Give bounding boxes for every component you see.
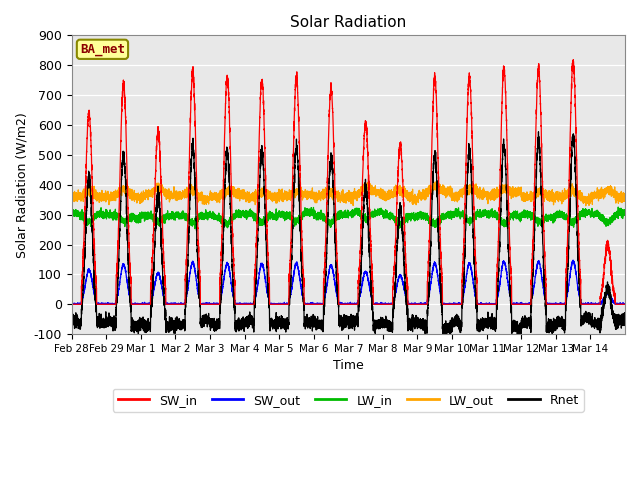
Rnet <box>621 318 628 324</box>
SW_in <box>316 301 324 307</box>
LW_out <box>237 192 245 198</box>
Line: SW_in: SW_in <box>72 60 625 304</box>
SW_in <box>87 141 95 146</box>
LW_out <box>621 194 628 200</box>
SW_out <box>68 301 76 307</box>
Rnet <box>316 323 324 328</box>
LW_out <box>582 203 589 209</box>
LW_in <box>87 220 95 226</box>
SW_in <box>621 301 628 307</box>
SW_in <box>68 301 76 307</box>
SW_out <box>550 300 558 306</box>
SW_out <box>211 301 219 307</box>
SW_in <box>483 301 491 307</box>
LW_in <box>483 214 491 220</box>
Rnet <box>68 325 76 331</box>
LW_in <box>68 216 76 222</box>
SW_out <box>87 272 95 277</box>
LW_in <box>211 212 219 218</box>
Title: Solar Radiation: Solar Radiation <box>290 15 406 30</box>
Rnet <box>440 334 447 340</box>
LW_out <box>211 193 219 199</box>
SW_in <box>570 57 577 62</box>
LW_out <box>68 193 76 199</box>
LW_in <box>614 204 622 210</box>
SW_out <box>569 257 577 263</box>
Line: SW_out: SW_out <box>72 260 625 304</box>
LW_in <box>238 212 246 218</box>
Line: LW_in: LW_in <box>72 207 625 228</box>
LW_in <box>191 226 198 231</box>
Y-axis label: Solar Radiation (W/m2): Solar Radiation (W/m2) <box>15 112 28 258</box>
LW_out <box>316 192 324 198</box>
LW_out <box>432 179 440 185</box>
Rnet <box>87 201 95 206</box>
X-axis label: Time: Time <box>333 360 364 372</box>
Line: LW_out: LW_out <box>72 182 625 206</box>
Rnet <box>483 325 491 331</box>
SW_out <box>316 301 324 307</box>
LW_in <box>316 212 324 217</box>
Rnet <box>550 327 558 333</box>
SW_out <box>621 301 628 307</box>
LW_in <box>621 211 628 216</box>
LW_out <box>550 197 558 203</box>
SW_in <box>550 301 558 307</box>
SW_out <box>68 301 76 307</box>
Text: BA_met: BA_met <box>80 43 125 56</box>
LW_in <box>550 213 558 219</box>
Rnet <box>534 129 542 135</box>
SW_in <box>211 301 219 307</box>
SW_out <box>483 301 491 307</box>
LW_out <box>483 190 491 196</box>
SW_in <box>237 301 245 307</box>
SW_out <box>238 301 246 307</box>
Rnet <box>211 324 219 330</box>
Legend: SW_in, SW_out, LW_in, LW_out, Rnet: SW_in, SW_out, LW_in, LW_out, Rnet <box>113 389 584 411</box>
LW_out <box>87 188 95 194</box>
Line: Rnet: Rnet <box>72 132 625 337</box>
Rnet <box>237 319 245 324</box>
